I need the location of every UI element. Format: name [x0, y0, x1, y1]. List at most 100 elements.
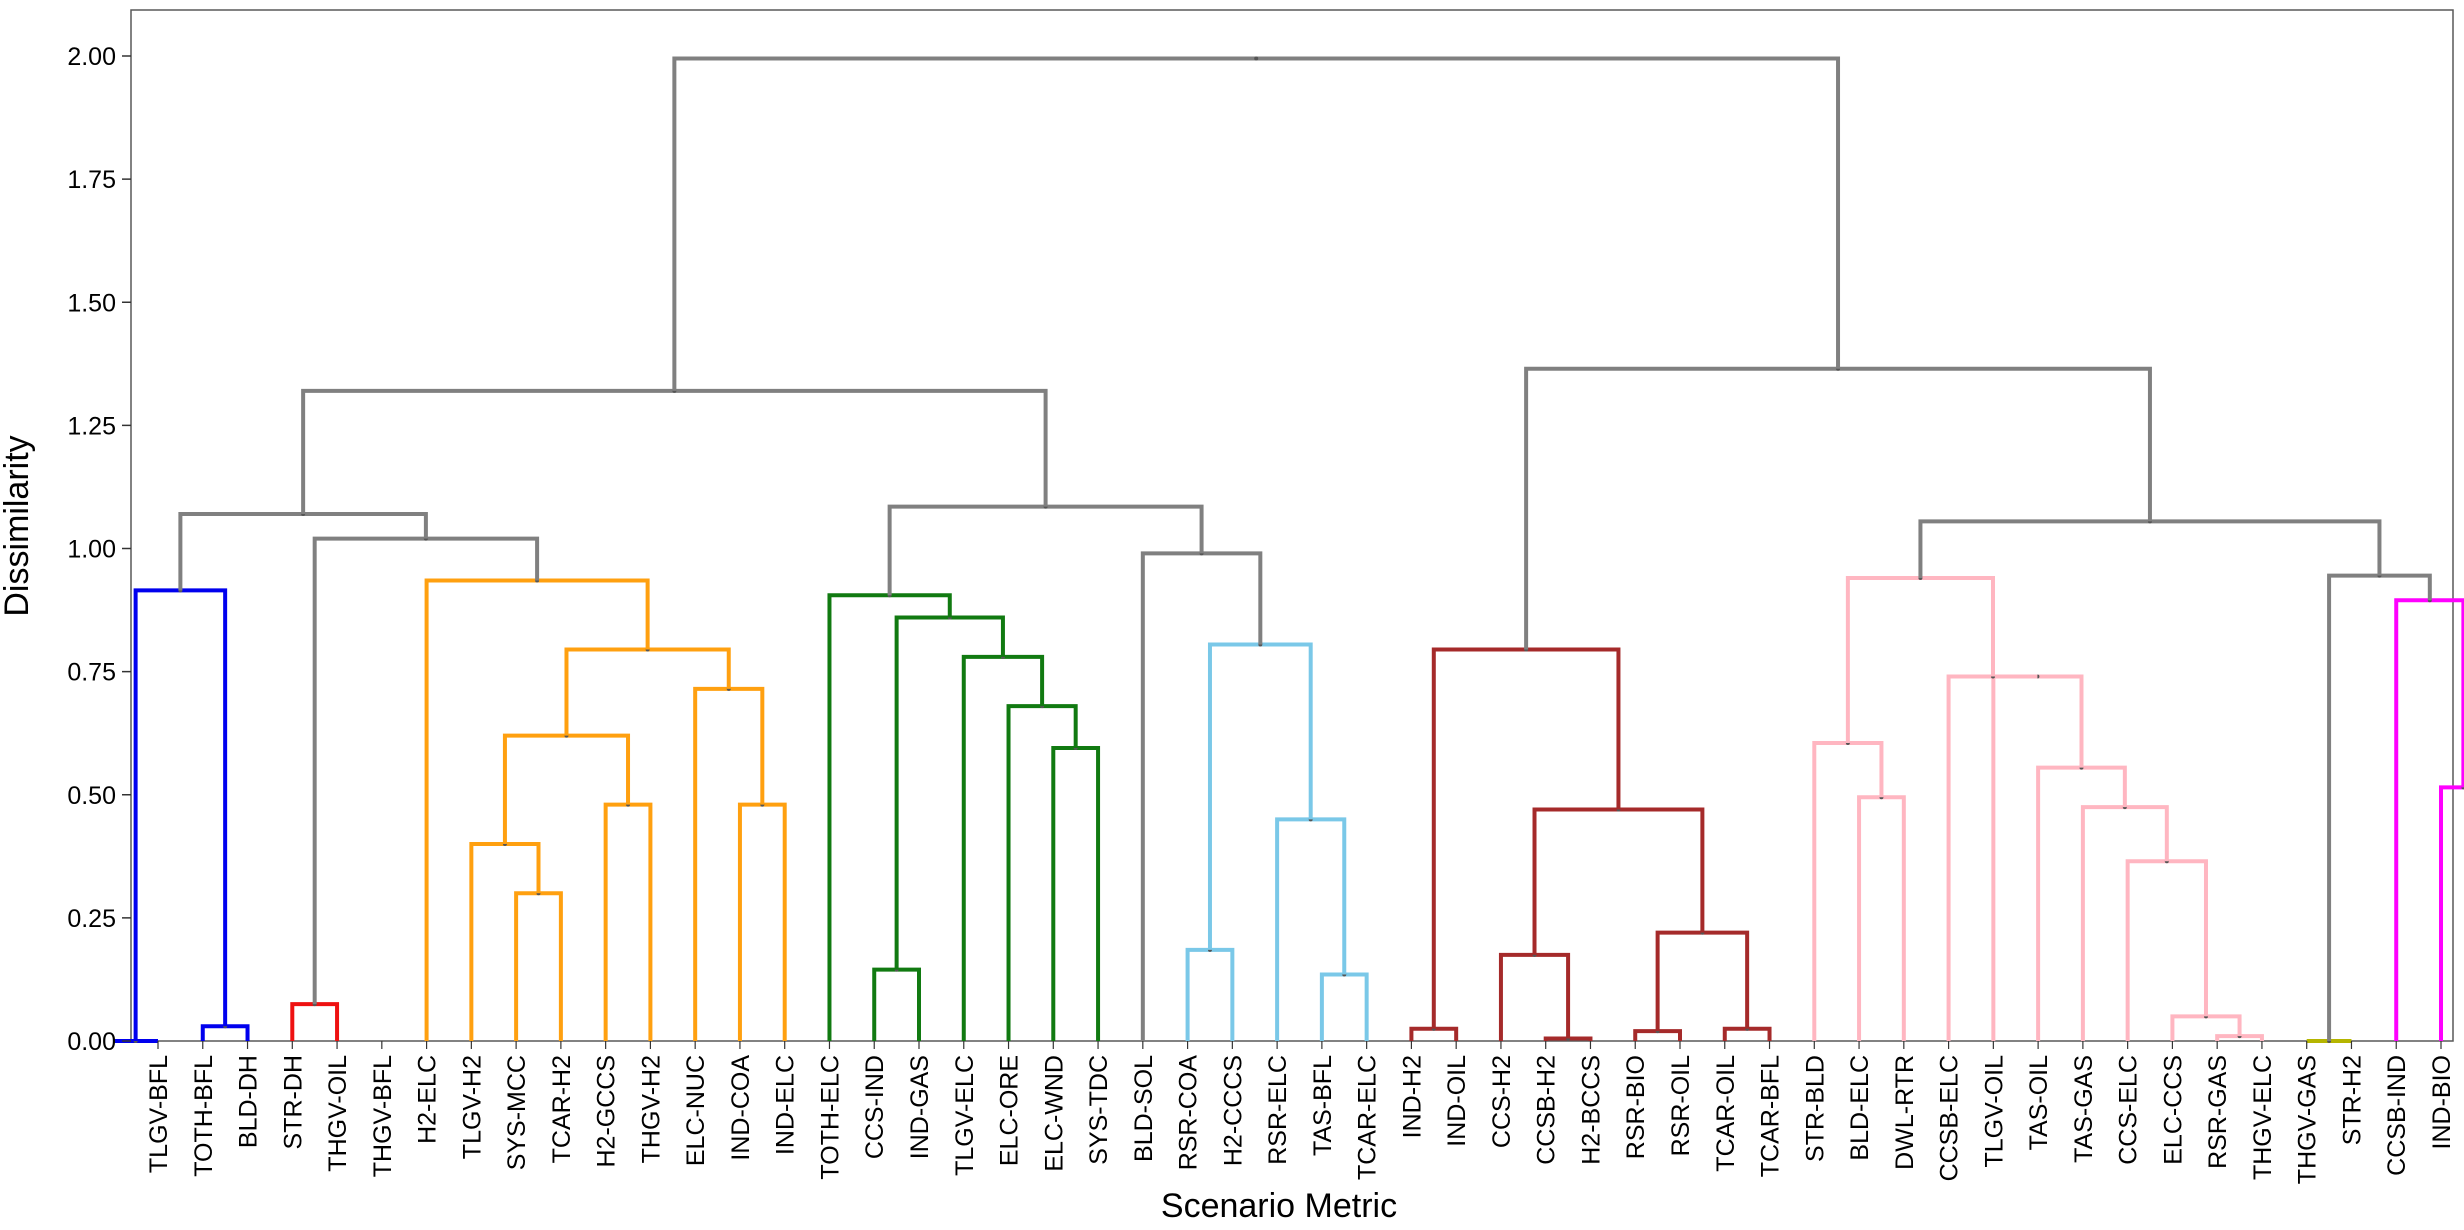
leaf-label: BLD-SOL	[1130, 1055, 1158, 1162]
dendrogram-link-m20	[827, 593, 952, 1041]
y-tick-label: 2.00	[67, 43, 116, 71]
y-tick-label: 0.25	[67, 905, 116, 933]
dendrogram-link-m19	[894, 615, 1005, 970]
dendrogram-link-m30	[1498, 952, 1571, 1041]
dendrogram-link-m52	[672, 56, 1841, 391]
leaf-label: CCSB-H2	[1533, 1055, 1561, 1165]
leaf-label: BLD-DH	[235, 1055, 263, 1148]
leaf-label: H2-ELC	[414, 1055, 442, 1144]
leaf-label: THGV-BFL	[369, 1055, 397, 1177]
y-tick-label: 0.00	[67, 1028, 116, 1056]
dendrogram-link-m23	[1275, 817, 1347, 1041]
leaf-label: SYS-MCC	[503, 1055, 531, 1170]
leaf-label: THGV-ELC	[2249, 1055, 2277, 1180]
dendrogram-link-m9	[737, 802, 787, 1041]
dendrogram-links	[113, 56, 2464, 1043]
leaf-label: TLGV-H2	[458, 1055, 486, 1159]
leaf-label: TCAR-H2	[548, 1055, 576, 1163]
leaf-label: RSR-GAS	[2204, 1055, 2232, 1169]
leaf-label: TAS-BFL	[1309, 1055, 1337, 1156]
y-tick-label: 0.50	[67, 782, 116, 810]
leaf-label: TOTH-ELC	[816, 1055, 844, 1180]
dendrogram-link-m14	[178, 512, 428, 591]
dendrogram-link-m41	[2080, 805, 2169, 1041]
leaf-label: TOTH-BFL	[190, 1055, 218, 1177]
leaf-label: TLGV-BFL	[145, 1055, 173, 1173]
y-axis-ticks: 0.00 0.25 0.50 0.75 1.00 1.25 1.50 1.75 2.00	[67, 43, 131, 1056]
leaf-label: IND-OIL	[1443, 1055, 1471, 1147]
leaf-label: STR-DH	[279, 1055, 307, 1149]
dendrogram-link-m8	[502, 733, 631, 844]
plot-frame	[130, 9, 2454, 1042]
leaf-label: IND-COA	[727, 1055, 755, 1161]
dendrogram-link-m27	[301, 388, 1048, 515]
leaf-label: DWL-RTR	[1891, 1055, 1919, 1170]
leaf-label: ELC-CCS	[2159, 1055, 2187, 1165]
dendrogram-link-m17	[1006, 704, 1078, 1041]
dendrogram-link-m40	[2125, 859, 2208, 1041]
dendrogram-link-m36	[1857, 795, 1906, 1041]
dendrogram-link-m37	[1812, 741, 1884, 1041]
dendrogram-link-m15	[872, 967, 921, 1041]
dendrogram-link-m18	[961, 654, 1045, 1041]
dendrogram-link-m26	[887, 504, 1204, 596]
dendrogram-link-m25	[1140, 551, 1263, 1041]
dendrogram-link-m22	[1319, 972, 1369, 1041]
leaf-label: THGV-H2	[637, 1055, 665, 1163]
leaf-label: ELC-ORE	[996, 1055, 1024, 1166]
leaf-label: IND-ELC	[772, 1055, 800, 1155]
leaf-label: TLGV-ELC	[951, 1055, 979, 1176]
dendrogram-link-m5	[514, 891, 563, 1041]
dendrogram-link-m7	[603, 802, 653, 1041]
leaf-label: IND-GAS	[906, 1055, 934, 1159]
y-tick-label: 0.75	[67, 659, 116, 687]
merge-node-marker	[1254, 56, 1259, 61]
leaf-label: H2-CCCS	[1219, 1055, 1247, 1166]
x-axis-leaf-labels: TLGV-BFL TOTH-BFL BLD-DH STR-DH THGV-OIL THGV…	[145, 1041, 2456, 1184]
leaf-label: TAS-GAS	[2070, 1055, 2098, 1163]
dendrogram-link-m4	[290, 1002, 340, 1041]
dendrogram-link-m2	[200, 1024, 250, 1041]
dendrogram-link-m21	[1185, 947, 1235, 1041]
leaf-label: TCAR-BFL	[1757, 1055, 1785, 1177]
x-axis-title: Scenario Metric	[1161, 1187, 1397, 1225]
leaf-label: THGV-GAS	[2294, 1055, 2322, 1184]
y-axis-title: Dissimilarity	[0, 435, 36, 616]
dendrogram-link-m35	[1431, 647, 1621, 1029]
y-tick-label: 1.25	[67, 412, 116, 440]
leaf-label: TCAR-OIL	[1712, 1055, 1740, 1172]
dendrogram-link-m33	[1655, 930, 1750, 1032]
leaf-label: TCAR-ELC	[1354, 1055, 1382, 1180]
y-tick-label: 1.00	[67, 536, 116, 564]
leaf-label: BLD-ELC	[1846, 1055, 1874, 1161]
leaf-label: CCS-H2	[1488, 1055, 1516, 1148]
leaf-label: RSR-BIO	[1622, 1055, 1650, 1159]
dendrogram-link-m45	[1845, 576, 1995, 744]
leaf-label: IND-BIO	[2428, 1055, 2456, 1149]
leaf-label: SYS-TDC	[1085, 1055, 1113, 1165]
dendrogram-link-m3	[133, 588, 228, 1041]
dendrogram-link-m44	[1946, 674, 2038, 1041]
leaf-label: TAS-OIL	[2025, 1055, 2053, 1150]
dendrogram-link-m51	[1524, 366, 2152, 650]
dendrogram-link-m10	[693, 686, 765, 1041]
leaf-label: ELC-WND	[1040, 1055, 1068, 1172]
leaf-label: IND-H2	[1398, 1055, 1426, 1138]
leaf-label: CCS-ELC	[2115, 1055, 2143, 1165]
leaf-label: CCS-IND	[861, 1055, 889, 1159]
leaf-label: H2-BCCS	[1577, 1055, 1605, 1165]
dendrogram-link-m50	[1918, 519, 2382, 579]
leaf-label: ELC-NUC	[682, 1055, 710, 1166]
y-tick-label: 1.75	[67, 166, 116, 194]
leaf-label: THGV-OIL	[324, 1055, 352, 1172]
leaf-label: STR-BLD	[1801, 1055, 1829, 1162]
leaf-label: STR-H2	[2338, 1055, 2366, 1145]
leaf-label: RSR-COA	[1175, 1055, 1203, 1171]
leaf-label: CCSB-IND	[2383, 1055, 2411, 1176]
leaf-label: RSR-ELC	[1264, 1055, 1292, 1165]
y-tick-label: 1.50	[67, 289, 116, 317]
dendrogram-link-m11	[564, 647, 731, 736]
leaf-label: CCSB-ELC	[1936, 1055, 1964, 1181]
dendrogram-link-m24	[1207, 642, 1313, 950]
